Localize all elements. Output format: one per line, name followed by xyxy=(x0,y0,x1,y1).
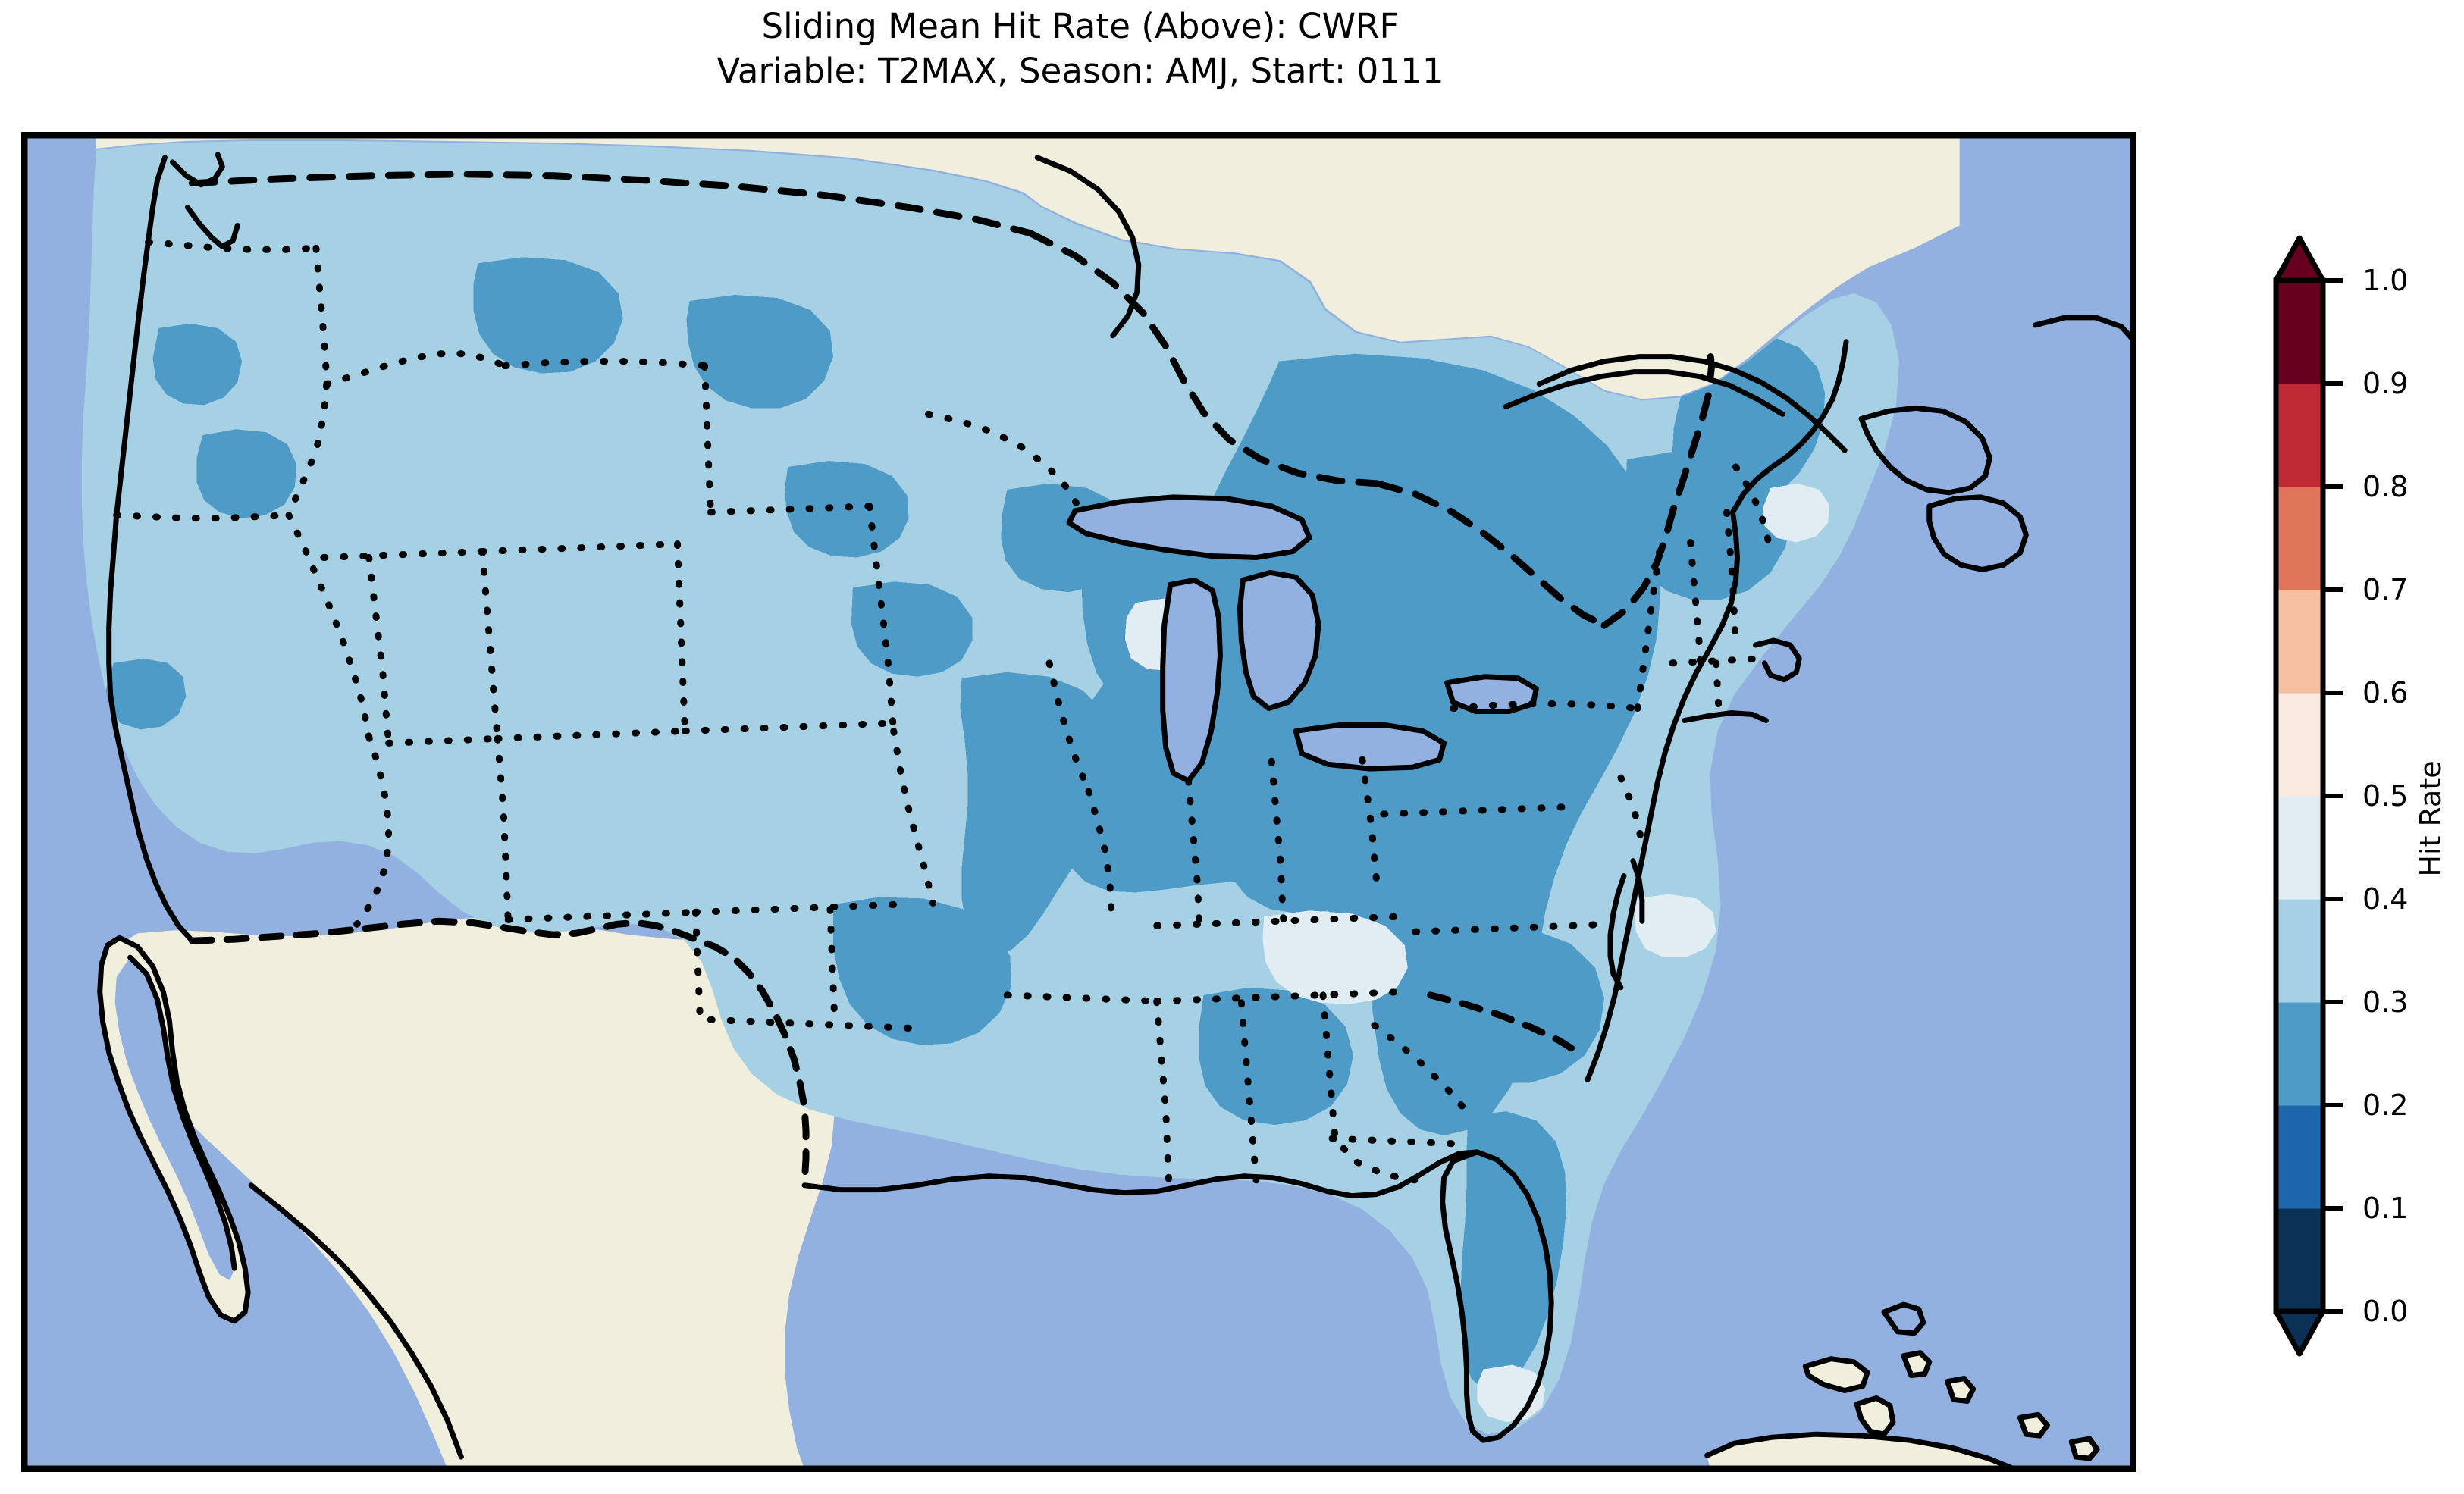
colorbar-axis-label: Hit Rate xyxy=(2414,760,2447,877)
title-line-1: Sliding Mean Hit Rate (Above): CWRF xyxy=(761,6,1400,46)
colorbar-tick-label-0.6: 0.6 xyxy=(2362,676,2409,709)
colorbar-band-0.9-1.0 xyxy=(2276,280,2323,384)
colorbar-tick-label-1.0: 1.0 xyxy=(2362,264,2409,297)
colorbar-tick-label-0.1: 0.1 xyxy=(2362,1192,2409,1225)
map-canvas xyxy=(24,135,2133,1469)
coastlines xyxy=(97,152,2133,1469)
cuba-landmass xyxy=(1707,1436,2005,1469)
colorbar-extend-low xyxy=(2273,1308,2326,1357)
colorbar-band-0.1-0.2 xyxy=(2276,1105,2323,1209)
colorbar-band-0.4-0.5 xyxy=(2276,796,2323,900)
colorbar-tick-label-0.2: 0.2 xyxy=(2362,1088,2409,1122)
colorbar-canvas xyxy=(2273,235,2343,1357)
map-panel[interactable] xyxy=(21,132,2136,1472)
colorbar-band-0.7-0.8 xyxy=(2276,487,2323,590)
colorbar-tick-label-0.3: 0.3 xyxy=(2362,985,2409,1019)
colorbar-tick-label-0.7: 0.7 xyxy=(2362,573,2409,606)
colorbar-extend-high xyxy=(2273,235,2326,283)
colorbar-tick-label-0.8: 0.8 xyxy=(2362,470,2409,503)
colorbar-band-0.8-0.9 xyxy=(2276,384,2323,487)
colorbar-band-0.3-0.4 xyxy=(2276,899,2323,1003)
gulf-of-california xyxy=(114,957,235,1281)
colorbar-band-0.5-0.6 xyxy=(2276,693,2323,797)
colorbar-band-0.6-0.7 xyxy=(2276,590,2323,694)
map-frame xyxy=(24,135,2133,1469)
state-borders xyxy=(113,171,1774,1189)
colorbar-tick-label-0.0: 0.0 xyxy=(2362,1295,2409,1328)
colorbar-bands xyxy=(2276,280,2323,1312)
colorbar-band-0.2-0.3 xyxy=(2276,1002,2323,1106)
figure-title: Sliding Mean Hit Rate (Above): CWRF Vari… xyxy=(0,5,2161,93)
data-band-0.4-0.5 xyxy=(1124,483,1830,1423)
colorbar-tick-label-0.4: 0.4 xyxy=(2362,882,2409,916)
colorbar[interactable]: 1.0 0.9 0.8 0.7 0.6 0.5 0.4 0.3 0.2 0.1 0.0 Hit Ra… xyxy=(2265,227,2464,1440)
colorbar-tick-label-0.9: 0.9 xyxy=(2362,367,2409,400)
title-line-2: Variable: T2MAX, Season: AMJ, Start: 011… xyxy=(716,50,1444,91)
colorbar-ticks xyxy=(2323,278,2343,1314)
colorbar-band-0.0-0.1 xyxy=(2276,1208,2323,1312)
canada-landmass xyxy=(96,135,1960,399)
colorbar-tick-label-0.5: 0.5 xyxy=(2362,779,2409,813)
mexico-landmass xyxy=(113,916,835,1469)
